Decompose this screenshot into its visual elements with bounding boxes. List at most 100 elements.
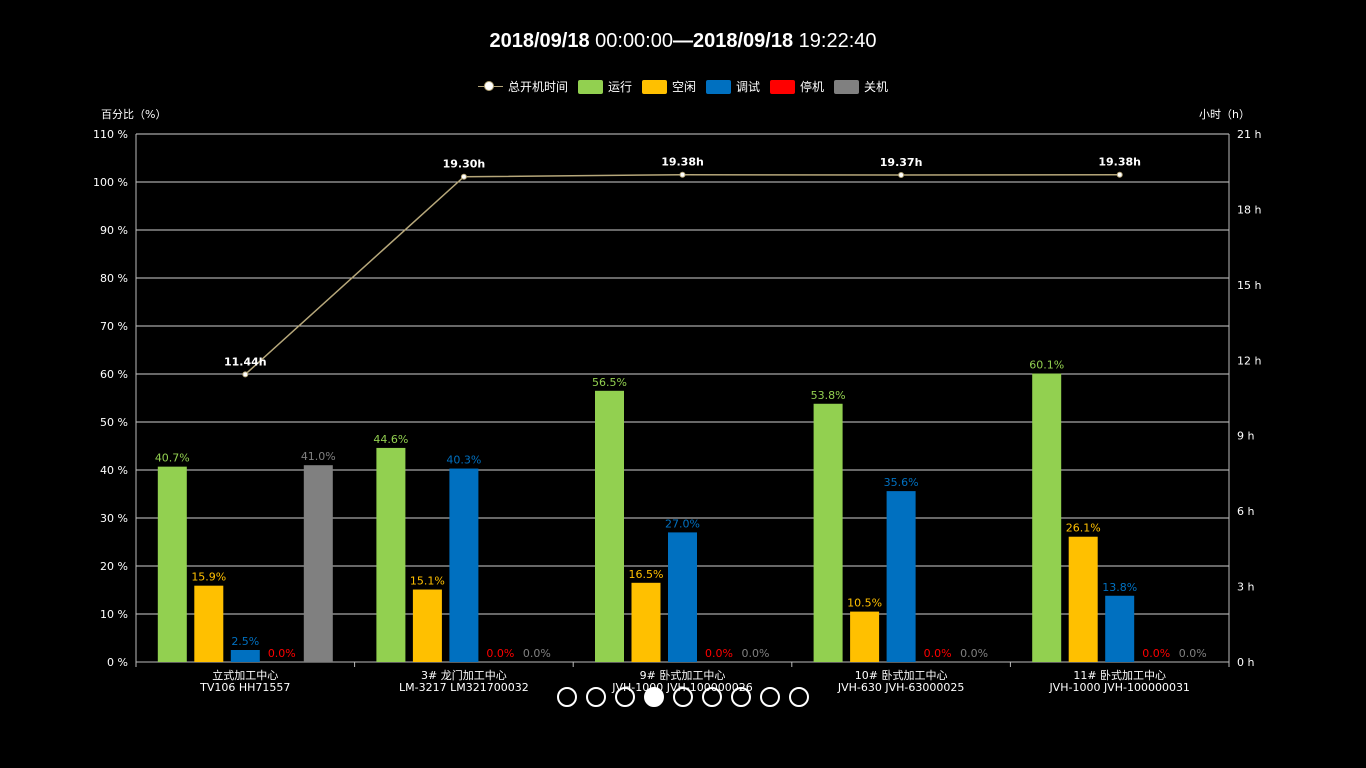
bar-value-label: 0.0% bbox=[924, 647, 952, 660]
bar-value-label: 0.0% bbox=[1179, 647, 1207, 660]
y-right-axis-name: 小时（h） bbox=[1199, 108, 1250, 121]
line-value-label: 19.38h bbox=[661, 156, 704, 169]
pager-dot-3[interactable] bbox=[644, 687, 664, 707]
line-series bbox=[244, 173, 1120, 375]
legend: 总开机时间 运行 空闲 调试 停机 关机 bbox=[0, 78, 1366, 95]
bar-value-label: 35.6% bbox=[884, 476, 919, 489]
bar-调试 bbox=[886, 491, 916, 662]
legend-label: 空闲 bbox=[671, 80, 696, 94]
pager-dot-0[interactable] bbox=[557, 687, 577, 707]
bar-value-label: 26.1% bbox=[1066, 522, 1101, 535]
y-left-tick-label: 0 % bbox=[107, 656, 128, 669]
legend-swatch bbox=[834, 79, 860, 94]
y-right-tick-label: 6 h bbox=[1237, 505, 1254, 518]
x-tick-label: JVH-1000 JVH-100000031 bbox=[1048, 681, 1190, 694]
legend-item-2[interactable]: 空闲 bbox=[641, 78, 696, 95]
bar-value-label: 0.0% bbox=[268, 647, 296, 660]
bar-value-label: 10.5% bbox=[847, 597, 882, 610]
line-point bbox=[679, 171, 686, 178]
line-point bbox=[1116, 171, 1123, 178]
end-time: 19:22:40 bbox=[793, 30, 877, 52]
pager-dot-5[interactable] bbox=[702, 687, 722, 707]
pager-dot-2[interactable] bbox=[615, 687, 635, 707]
date-separator: — bbox=[673, 30, 693, 52]
bar-调试 bbox=[449, 468, 479, 662]
y-left-tick-label: 10 % bbox=[100, 608, 128, 621]
bar-value-label: 0.0% bbox=[705, 647, 733, 660]
y-right-tick-label: 9 h bbox=[1237, 430, 1254, 443]
legend-label: 总开机时间 bbox=[507, 80, 568, 94]
bar-运行 bbox=[157, 466, 187, 662]
bar-value-label: 40.7% bbox=[155, 452, 190, 465]
y-left-tick-label: 110 % bbox=[93, 128, 128, 141]
bar-value-label: 13.8% bbox=[1102, 581, 1137, 594]
legend-swatch bbox=[641, 79, 667, 94]
bar-value-label: 0.0% bbox=[960, 647, 988, 660]
bar-运行 bbox=[595, 390, 624, 662]
pager-dot-8[interactable] bbox=[789, 687, 809, 707]
legend-item-4[interactable]: 停机 bbox=[770, 78, 824, 95]
bar-value-label: 41.0% bbox=[301, 450, 336, 463]
y-left-tick-label: 70 % bbox=[100, 320, 128, 333]
legend-label: 调试 bbox=[736, 80, 761, 94]
start-date: 2018/09/18 bbox=[489, 30, 590, 52]
bar-value-label: 56.5% bbox=[592, 376, 627, 389]
legend-label: 关机 bbox=[864, 80, 889, 94]
legend-item-5[interactable]: 关机 bbox=[834, 78, 888, 95]
chart-title: 2018/09/18 00:00:00—2018/09/18 19:22:40 bbox=[0, 30, 1366, 53]
legend-item-3[interactable]: 调试 bbox=[706, 78, 760, 95]
pager bbox=[0, 687, 1366, 707]
legend-item-1[interactable]: 运行 bbox=[577, 78, 632, 95]
pager-dot-4[interactable] bbox=[673, 687, 693, 707]
y-left-tick-label: 50 % bbox=[100, 416, 128, 429]
bar-value-label: 2.5% bbox=[231, 635, 259, 648]
y-left-tick-label: 60 % bbox=[100, 368, 128, 381]
line-point bbox=[242, 371, 249, 378]
y-right-tick-label: 21 h bbox=[1237, 128, 1261, 141]
bar-value-label: 53.8% bbox=[811, 389, 846, 402]
pager-dot-6[interactable] bbox=[731, 687, 751, 707]
bar-调试 bbox=[668, 532, 697, 662]
x-tick-label: 9# 卧式加工中心 bbox=[640, 669, 726, 682]
legend-item-0[interactable]: 总开机时间 bbox=[477, 78, 568, 95]
bar-关机 bbox=[303, 465, 333, 662]
y-right-tick-label: 0 h bbox=[1237, 656, 1254, 669]
legend-swatch bbox=[770, 79, 796, 94]
bar-value-label: 0.0% bbox=[523, 647, 551, 660]
legend-swatch bbox=[477, 80, 503, 94]
bar-value-label: 40.3% bbox=[446, 454, 481, 467]
bar-空闲 bbox=[412, 589, 442, 662]
y-right-tick-label: 15 h bbox=[1237, 279, 1261, 292]
line-value-label: 11.44h bbox=[224, 355, 267, 368]
y-right-tick-label: 12 h bbox=[1237, 354, 1261, 367]
legend-swatch bbox=[577, 79, 603, 94]
y-left-axis-name: 百分比（%） bbox=[101, 108, 166, 121]
legend-label: 运行 bbox=[607, 80, 632, 94]
bar-空闲 bbox=[1068, 536, 1098, 662]
x-tick-label: TV106 HH71557 bbox=[199, 681, 290, 694]
line-value-label: 19.38h bbox=[1098, 156, 1141, 169]
x-tick-label: LM-3217 LM321700032 bbox=[399, 681, 529, 694]
start-time: 00:00:00 bbox=[589, 30, 673, 52]
y-left-tick-label: 30 % bbox=[100, 512, 128, 525]
bar-调试 bbox=[230, 650, 260, 662]
y-right-tick-label: 3 h bbox=[1237, 581, 1254, 594]
x-tick-label: 11# 卧式加工中心 bbox=[1073, 669, 1166, 682]
bar-value-label: 15.1% bbox=[410, 575, 445, 588]
line-value-label: 19.37h bbox=[880, 156, 923, 169]
bar-value-label: 0.0% bbox=[742, 647, 770, 660]
end-date: 2018/09/18 bbox=[693, 30, 794, 52]
y-right-tick-label: 18 h bbox=[1237, 203, 1261, 216]
x-tick-label: 3# 龙门加工中心 bbox=[421, 668, 507, 682]
bar-value-label: 44.6% bbox=[373, 433, 408, 446]
bar-运行 bbox=[376, 447, 406, 662]
line-point bbox=[898, 171, 905, 178]
bar-value-label: 15.9% bbox=[191, 571, 226, 584]
bar-value-label: 16.5% bbox=[629, 568, 664, 581]
pager-dot-1[interactable] bbox=[586, 687, 606, 707]
pager-dot-7[interactable] bbox=[760, 687, 780, 707]
bar-调试 bbox=[1105, 595, 1135, 662]
line-value-label: 19.30h bbox=[443, 158, 486, 171]
y-left-tick-label: 20 % bbox=[100, 560, 128, 573]
